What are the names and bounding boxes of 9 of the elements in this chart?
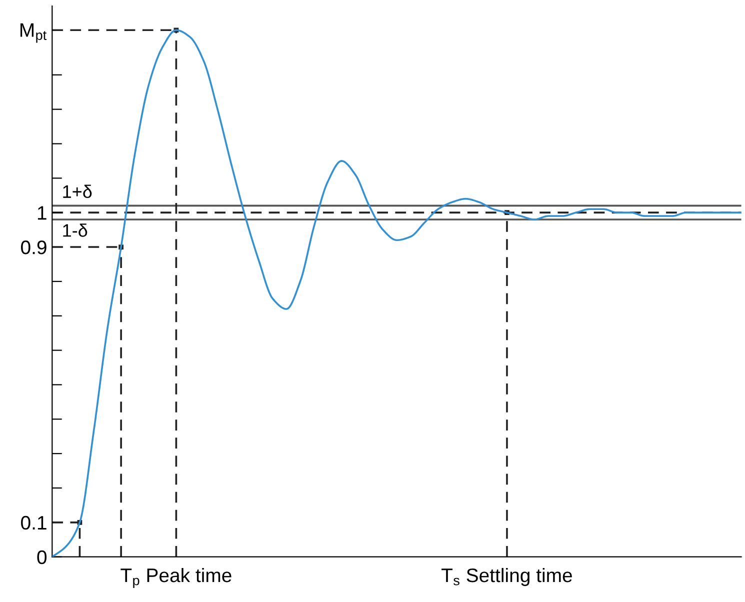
y-tick-label: 0.1 xyxy=(21,516,46,530)
y-tick-label: 0 xyxy=(37,550,47,564)
x-tick-label: T$_{p}$ Peak time xyxy=(120,568,232,588)
y-tick-label: M$_{pt}$ xyxy=(20,23,47,43)
y-tick-label: 1 xyxy=(38,206,46,220)
y-tick-label: 0.9 xyxy=(21,240,46,254)
x-tick-label: T$_{s}$ Settling time xyxy=(441,568,572,586)
ref-line-label: 1+δ xyxy=(63,184,92,198)
ref-line-label: 1-δ xyxy=(63,224,88,237)
